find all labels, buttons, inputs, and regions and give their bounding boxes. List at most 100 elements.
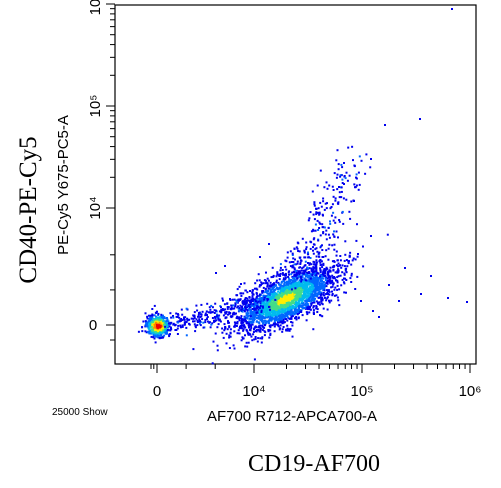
scatter-point bbox=[311, 298, 313, 301]
scatter-point bbox=[235, 317, 238, 320]
scatter-point bbox=[282, 301, 285, 304]
scatter-point bbox=[248, 332, 251, 335]
scatter-point bbox=[339, 274, 342, 277]
scatter-point bbox=[325, 207, 328, 210]
scatter-point bbox=[314, 292, 317, 295]
scatter-point bbox=[239, 304, 242, 307]
scatter-point bbox=[162, 325, 165, 328]
scatter-point bbox=[282, 277, 285, 280]
scatter-point bbox=[251, 313, 254, 316]
scatter-point bbox=[258, 325, 261, 328]
scatter-point bbox=[246, 322, 249, 325]
scatter-point bbox=[214, 317, 217, 320]
scatter-point bbox=[302, 269, 305, 272]
scatter-point bbox=[315, 255, 318, 258]
scatter-point bbox=[307, 251, 309, 254]
scatter-point bbox=[281, 305, 283, 308]
scatter-point bbox=[292, 257, 295, 260]
scatter-point bbox=[287, 307, 289, 310]
scatter-point bbox=[243, 316, 246, 319]
scatter-point bbox=[219, 320, 222, 323]
scatter-point bbox=[253, 302, 256, 305]
scatter-point bbox=[320, 291, 323, 294]
scatter-point bbox=[319, 271, 322, 274]
scatter-point bbox=[201, 310, 204, 313]
scatter-point bbox=[303, 264, 306, 267]
scatter-point bbox=[239, 298, 242, 301]
scatter-point bbox=[314, 286, 317, 289]
scatter-point bbox=[336, 279, 339, 282]
scatter-point bbox=[275, 279, 278, 282]
scatter-point bbox=[233, 330, 236, 333]
scatter-point bbox=[208, 306, 211, 309]
scatter-point bbox=[292, 312, 295, 315]
scatter-point bbox=[156, 331, 159, 334]
scatter-point bbox=[246, 310, 249, 313]
scatter-point bbox=[153, 319, 156, 322]
scatter-point bbox=[314, 290, 317, 293]
scatter-point bbox=[284, 287, 287, 290]
scatter-point bbox=[236, 320, 239, 323]
scatter-point bbox=[369, 166, 372, 169]
scatter-point bbox=[301, 289, 304, 291]
scatter-point bbox=[236, 306, 239, 309]
scatter-point bbox=[352, 257, 355, 260]
scatter-point bbox=[248, 300, 251, 303]
scatter-point bbox=[336, 149, 339, 152]
scatter-point bbox=[285, 312, 288, 315]
scatter-point bbox=[166, 325, 169, 327]
scatter-point bbox=[275, 314, 278, 317]
x-axis-ticks: 0 10⁴ 10⁵ 10⁶ bbox=[150, 364, 481, 400]
scatter-point bbox=[334, 197, 337, 200]
scatter-point bbox=[246, 306, 248, 309]
scatter-point bbox=[281, 330, 284, 333]
scatter-point bbox=[256, 279, 259, 282]
scatter-point bbox=[326, 297, 329, 300]
scatter-point bbox=[319, 222, 322, 225]
scatter-point bbox=[240, 294, 243, 297]
scatter-point bbox=[305, 290, 308, 293]
scatter-point bbox=[295, 303, 298, 306]
scatter-point bbox=[318, 255, 321, 258]
scatter-point bbox=[244, 318, 246, 321]
scatter-point bbox=[343, 291, 346, 294]
scatter-point bbox=[206, 318, 208, 320]
scatter-point bbox=[280, 313, 283, 316]
scatter-point bbox=[333, 172, 336, 175]
scatter-point bbox=[262, 286, 265, 289]
scatter-point bbox=[160, 329, 163, 332]
scatter-point bbox=[177, 320, 180, 323]
scatter-point bbox=[286, 256, 289, 259]
x-axis-label: AF700 R712-APCA700-A bbox=[207, 408, 377, 425]
scatter-point bbox=[317, 289, 320, 292]
scatter-point bbox=[264, 331, 267, 334]
scatter-point bbox=[262, 312, 265, 315]
scatter-point bbox=[317, 229, 320, 231]
scatter-point bbox=[154, 335, 157, 338]
scatter-point bbox=[151, 331, 154, 333]
scatter-point bbox=[338, 220, 341, 223]
scatter-point bbox=[312, 249, 314, 252]
scatter-point bbox=[152, 321, 155, 323]
scatter-point bbox=[246, 304, 249, 307]
scatter-point bbox=[266, 298, 269, 300]
scatter-point bbox=[248, 303, 250, 306]
scatter-point bbox=[206, 316, 209, 318]
scatter-point bbox=[275, 316, 278, 319]
scatter-point bbox=[265, 290, 268, 293]
scatter-point bbox=[312, 306, 315, 309]
scatter-point bbox=[304, 279, 307, 282]
scatter-point bbox=[262, 322, 265, 325]
scatter-point bbox=[336, 202, 339, 205]
scatter-point bbox=[252, 310, 255, 313]
scatter-point bbox=[317, 296, 320, 299]
scatter-point bbox=[263, 298, 266, 301]
scatter-point bbox=[245, 308, 248, 311]
scatter-point bbox=[312, 266, 315, 269]
scatter-point bbox=[157, 317, 160, 320]
scatter-point bbox=[315, 305, 318, 308]
scatter-point bbox=[245, 322, 248, 325]
scatter-point bbox=[332, 211, 335, 214]
scatter-point bbox=[315, 294, 318, 297]
scatter-point bbox=[350, 200, 353, 203]
